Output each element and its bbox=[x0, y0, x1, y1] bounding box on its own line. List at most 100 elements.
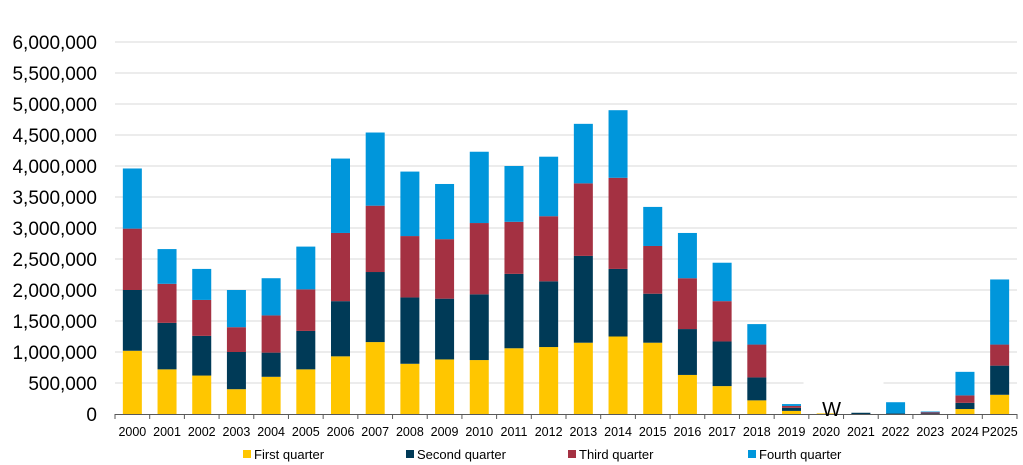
bar-segment-third-quarter bbox=[226, 327, 246, 352]
legend-label: First quarter bbox=[254, 447, 325, 462]
bar-stack-2015 bbox=[643, 206, 663, 414]
bar-stack-2005 bbox=[296, 246, 316, 414]
legend-item-fourth-quarter: Fourth quarter bbox=[748, 447, 842, 462]
bar-segment-fourth-quarter bbox=[261, 278, 281, 316]
bar-segment-third-quarter bbox=[296, 289, 316, 331]
bar-segment-fourth-quarter bbox=[504, 166, 524, 222]
x-axis-tick-labels: 2000 2001 2002 2003 2004 2005 2006 2007 2008 2009… bbox=[118, 425, 1017, 439]
bar-segment-fourth-quarter bbox=[435, 183, 455, 240]
y-tick-label: 2,500,000 bbox=[12, 250, 97, 271]
x-tick-label: 2011 bbox=[501, 425, 528, 439]
bar-segment-third-quarter bbox=[157, 283, 177, 323]
bar-segment-second-quarter bbox=[955, 402, 975, 410]
bar-segment-fourth-quarter bbox=[677, 232, 697, 279]
x-tick-label: 2004 bbox=[257, 425, 285, 439]
bar-segment-fourth-quarter bbox=[157, 249, 177, 284]
y-tick-label: 0 bbox=[86, 405, 97, 426]
bar-stack-2009 bbox=[435, 183, 455, 414]
bar-stack-2014 bbox=[608, 110, 628, 414]
bar-segment-third-quarter bbox=[469, 223, 489, 295]
x-tick-label: 2020 bbox=[812, 425, 840, 439]
bar-stack-2000 bbox=[122, 168, 142, 414]
bar-segment-second-quarter bbox=[296, 330, 316, 370]
bar-segment-first-quarter bbox=[643, 342, 663, 414]
bar-stack-2019 bbox=[782, 404, 801, 414]
bar-stack-2021 bbox=[851, 412, 871, 414]
x-tick-label: 2009 bbox=[431, 425, 459, 439]
bar-stack-P2025 bbox=[990, 279, 1010, 414]
bar-segment-fourth-quarter bbox=[400, 171, 420, 237]
bar-segment-first-quarter bbox=[122, 350, 142, 414]
bar-stack-2023 bbox=[920, 411, 940, 415]
bar-segment-third-quarter bbox=[122, 228, 142, 290]
x-tick-label: 2019 bbox=[778, 425, 806, 439]
bar-segment-second-quarter bbox=[331, 301, 350, 357]
bar-stack-2006 bbox=[331, 158, 350, 414]
bar-segment-first-quarter bbox=[469, 360, 489, 414]
bar-segment-third-quarter bbox=[192, 299, 212, 336]
bar-segment-second-quarter bbox=[469, 294, 489, 361]
bar-segment-third-quarter bbox=[782, 405, 801, 408]
bar-segment-fourth-quarter bbox=[920, 411, 940, 413]
x-tick-label: 2015 bbox=[639, 425, 667, 439]
x-tick-label: 2023 bbox=[916, 425, 944, 439]
bar-segment-second-quarter bbox=[990, 365, 1010, 395]
y-tick-label: 4,000,000 bbox=[12, 157, 97, 178]
bar-stack-2017 bbox=[712, 262, 732, 414]
x-tick-label: 2008 bbox=[396, 425, 424, 439]
bar-stack-2020 bbox=[816, 413, 836, 415]
bar-segment-fourth-quarter bbox=[955, 371, 975, 396]
bar-segment-second-quarter bbox=[400, 297, 420, 364]
legend-item-second-quarter: Second quarter bbox=[406, 447, 507, 462]
bar-segment-first-quarter bbox=[192, 375, 212, 414]
bar-segment-fourth-quarter bbox=[886, 402, 906, 414]
y-tick-label: 500,000 bbox=[28, 374, 97, 395]
bar-segment-second-quarter bbox=[539, 281, 559, 348]
annotation-background bbox=[803, 377, 884, 407]
bar-segment-fourth-quarter bbox=[469, 151, 489, 224]
x-tick-label: P2025 bbox=[982, 425, 1018, 439]
bar-segment-first-quarter bbox=[365, 342, 385, 414]
bar-stack-2007 bbox=[365, 132, 385, 414]
bar-segment-first-quarter bbox=[504, 348, 524, 414]
x-tick-label: 2007 bbox=[361, 425, 389, 439]
bar-segment-first-quarter bbox=[608, 336, 628, 414]
y-tick-label: 1,500,000 bbox=[12, 312, 97, 333]
bar-segment-second-quarter bbox=[122, 290, 142, 351]
bar-segment-second-quarter bbox=[157, 322, 177, 370]
bar-segment-second-quarter bbox=[643, 293, 663, 343]
bar-segment-third-quarter bbox=[920, 412, 940, 414]
bar-stack-2018 bbox=[747, 324, 767, 414]
legend-swatch bbox=[568, 450, 576, 458]
bar-segment-second-quarter bbox=[712, 341, 732, 387]
bar-segment-first-quarter bbox=[782, 410, 801, 414]
bar-segment-second-quarter bbox=[608, 268, 628, 337]
x-tick-label: 2024 bbox=[951, 425, 979, 439]
bar-segment-fourth-quarter bbox=[192, 268, 212, 300]
bar-segment-first-quarter bbox=[331, 356, 350, 414]
x-axis bbox=[114, 414, 1018, 419]
bar-segment-second-quarter bbox=[886, 413, 906, 415]
bar-segment-third-quarter bbox=[643, 245, 663, 294]
bar-segment-first-quarter bbox=[747, 400, 767, 414]
bar-stack-2024 bbox=[955, 371, 975, 414]
bar-segment-third-quarter bbox=[990, 344, 1010, 366]
x-tick-label: 2021 bbox=[847, 425, 875, 439]
x-tick-label: 2016 bbox=[674, 425, 702, 439]
bar-segment-third-quarter bbox=[608, 177, 628, 269]
bar-stack-2013 bbox=[573, 123, 593, 414]
bars bbox=[122, 110, 1010, 415]
x-tick-label: 2001 bbox=[153, 425, 181, 439]
annotations: W bbox=[803, 377, 884, 421]
x-tick-label: 2017 bbox=[708, 425, 736, 439]
bar-segment-second-quarter bbox=[226, 352, 246, 390]
bar-segment-fourth-quarter bbox=[226, 290, 246, 328]
bar-segment-fourth-quarter bbox=[643, 206, 663, 246]
legend-item-third-quarter: Third quarter bbox=[568, 447, 654, 462]
bar-segment-third-quarter bbox=[955, 395, 975, 403]
bar-segment-first-quarter bbox=[573, 342, 593, 414]
bar-segment-first-quarter bbox=[226, 389, 246, 414]
gridlines bbox=[115, 41, 1017, 384]
x-tick-label: 2005 bbox=[292, 425, 320, 439]
